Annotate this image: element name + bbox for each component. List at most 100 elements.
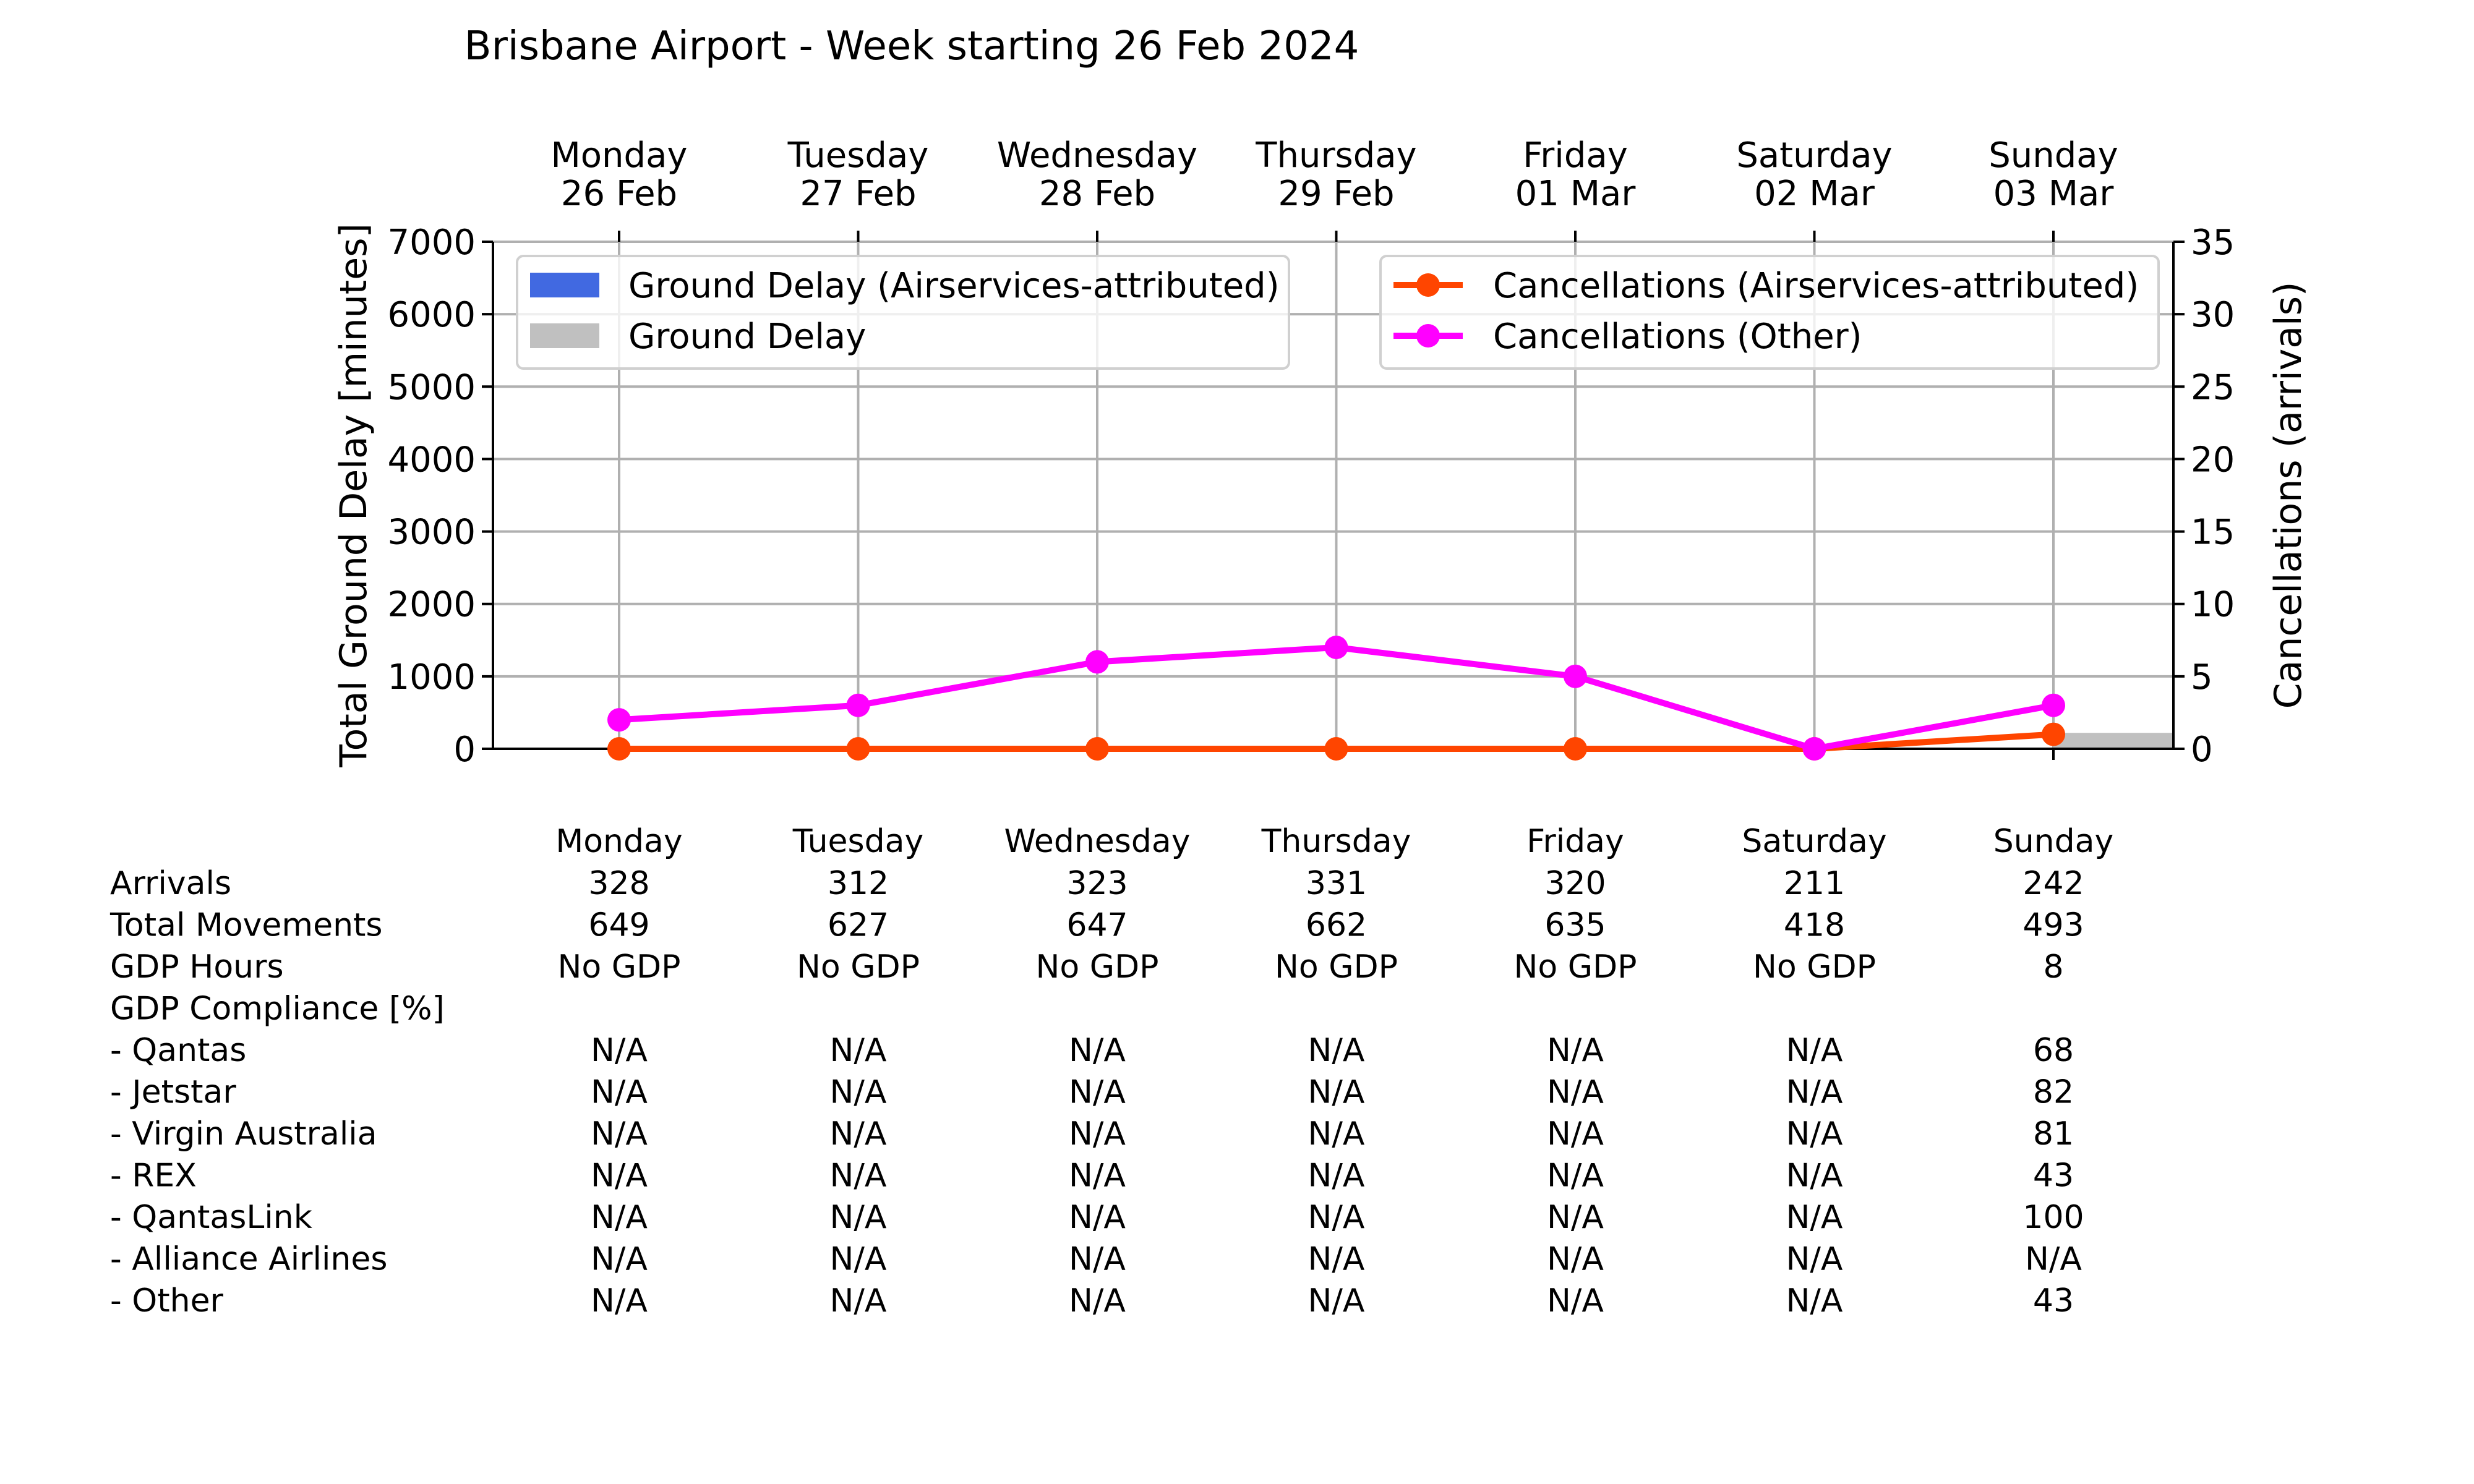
table-cell: No GDP <box>1275 949 1398 986</box>
table-cell: 493 <box>2022 907 2084 944</box>
day-header-name: Friday <box>1523 135 1628 176</box>
table-cell: N/A <box>1547 1158 1604 1195</box>
day-header-name: Saturday <box>1736 135 1892 176</box>
legend-label: Ground Delay <box>628 317 866 357</box>
table-cell: N/A <box>1786 1074 1843 1111</box>
day-header-date: 28 Feb <box>1039 174 1155 214</box>
table-cell: N/A <box>1069 1158 1126 1195</box>
legends: Ground Delay (Airservices-attributed) Gro… <box>516 255 2160 370</box>
table-cell: N/A <box>1547 1115 1604 1153</box>
table-cell: 82 <box>2033 1074 2074 1111</box>
table-cell: N/A <box>591 1158 648 1195</box>
legend-label: Cancellations (Other) <box>1493 317 1862 357</box>
y-right-tick-label: 5 <box>2191 657 2213 697</box>
table-row-label: GDP Hours <box>110 949 284 986</box>
table-cell: N/A <box>1069 1115 1126 1153</box>
table-cell: N/A <box>1786 1241 1843 1278</box>
table-row-label: Arrivals <box>110 865 231 902</box>
legend-right-frame <box>1379 255 2160 370</box>
table-cell: 100 <box>2022 1199 2084 1236</box>
table-header-cell: Friday <box>1526 823 1624 860</box>
table-cell: N/A <box>591 1241 648 1278</box>
table-cell: N/A <box>591 1282 648 1320</box>
y-left-tick-label: 2000 <box>387 585 476 625</box>
table-cell: N/A <box>1786 1115 1843 1153</box>
table-row-label: - Other <box>110 1282 224 1320</box>
day-header-name: Monday <box>550 135 687 176</box>
table-cell: 649 <box>588 907 649 944</box>
y-right-tick-label: 35 <box>2191 223 2235 263</box>
day-header-name: Thursday <box>1255 135 1416 176</box>
series-point-0-2 <box>1085 737 1109 761</box>
table-cell: N/A <box>830 1158 887 1195</box>
y-left-tick-label: 3000 <box>387 513 476 553</box>
table-cell: N/A <box>1069 1282 1126 1320</box>
table-cell: N/A <box>1786 1199 1843 1236</box>
day-header-date: 01 Mar <box>1515 174 1637 214</box>
table-cell: 662 <box>1306 907 1367 944</box>
series-point-0-6 <box>2042 722 2065 746</box>
table-cell: 320 <box>1544 865 1606 902</box>
table-cell: No GDP <box>1036 949 1159 986</box>
table-cell: N/A <box>1308 1074 1365 1111</box>
table-cell: N/A <box>1308 1032 1365 1069</box>
table-row-label: - Alliance Airlines <box>110 1241 387 1278</box>
table-cell: No GDP <box>558 949 681 986</box>
day-header-name: Wednesday <box>997 135 1197 176</box>
series-point-0-0 <box>607 737 631 761</box>
series-point-1-6 <box>2042 693 2065 717</box>
day-header-name: Tuesday <box>787 135 929 176</box>
table-cell: 8 <box>2043 949 2063 986</box>
table-cell: 323 <box>1066 865 1128 902</box>
table-row-label: - REX <box>110 1158 197 1195</box>
axes: 0 1000 2000 3000 4000 5000 6000 7000 0 5 10 15 20 25 3… <box>332 135 2310 770</box>
legend-swatch-1 <box>530 323 599 348</box>
table-cell: N/A <box>830 1199 887 1236</box>
table-row-label: - QantasLink <box>110 1199 312 1236</box>
table-cell: N/A <box>1786 1158 1843 1195</box>
day-header-date: 02 Mar <box>1754 174 1875 214</box>
table-cell: N/A <box>1547 1282 1604 1320</box>
table-cell: 635 <box>1544 907 1606 944</box>
table-header-cell: Saturday <box>1742 823 1886 860</box>
y-left-tick-label: 0 <box>453 730 476 770</box>
table-cell: N/A <box>591 1199 648 1236</box>
table-cell: 647 <box>1066 907 1128 944</box>
table-cell: N/A <box>1069 1032 1126 1069</box>
chart-title: Brisbane Airport - Week starting 26 Feb … <box>464 23 1359 69</box>
table-cell: N/A <box>1308 1282 1365 1320</box>
legend-marker-0 <box>1416 273 1440 297</box>
day-header-date: 26 Feb <box>561 174 677 214</box>
legend-left-frame <box>516 255 1290 370</box>
table-cell: No GDP <box>1753 949 1876 986</box>
table-cell: 418 <box>1784 907 1845 944</box>
series-point-0-3 <box>1324 737 1348 761</box>
table-cell: 242 <box>2022 865 2084 902</box>
table-cell: N/A <box>1786 1032 1843 1069</box>
table-cell: N/A <box>591 1032 648 1069</box>
legend-label: Ground Delay (Airservices-attributed) <box>628 266 1280 306</box>
series-point-1-4 <box>1564 664 1587 688</box>
table-cell: N/A <box>830 1074 887 1111</box>
series-point-1-3 <box>1324 636 1348 659</box>
table-row-label: Total Movements <box>109 907 383 944</box>
y-right-tick-label: 30 <box>2191 295 2235 335</box>
table-cell: 81 <box>2033 1115 2074 1153</box>
table-cell: 331 <box>1306 865 1367 902</box>
table-header-cell: Monday <box>555 823 682 860</box>
table-cell: No GDP <box>797 949 920 986</box>
table-cell: 211 <box>1784 865 1845 902</box>
y-left-tick-label: 6000 <box>387 295 476 335</box>
day-header-date: 27 Feb <box>800 174 916 214</box>
table-cell: N/A <box>830 1282 887 1320</box>
y-left-tick-label: 1000 <box>387 657 476 697</box>
bar-1-6 <box>2053 733 2173 749</box>
table-header-cell: Sunday <box>1993 823 2114 860</box>
table-cell: 627 <box>828 907 889 944</box>
table-cell: N/A <box>1786 1282 1843 1320</box>
table-cell: N/A <box>2025 1241 2082 1278</box>
y-right-tick-label: 10 <box>2191 585 2235 625</box>
stats-table: Monday Tuesday Wednesday Thursday Friday Satu… <box>109 823 2113 1320</box>
table-header-cell: Tuesday <box>792 823 924 860</box>
